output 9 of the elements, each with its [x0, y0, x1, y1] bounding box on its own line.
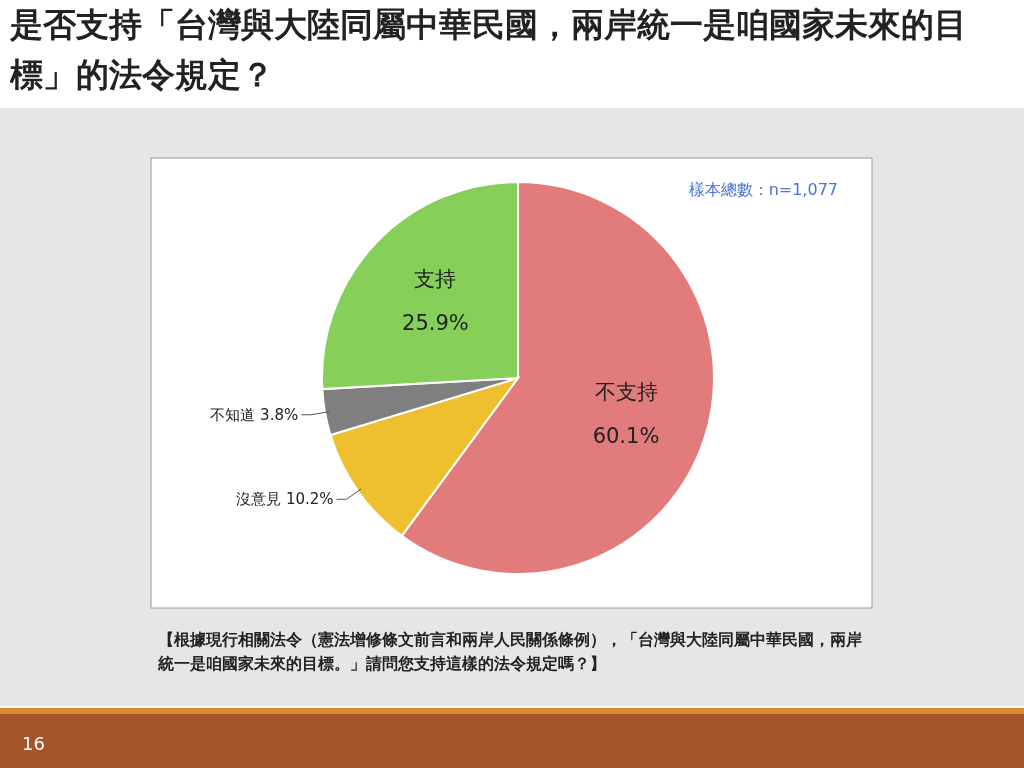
text: 【根據現行相關法令（憲法增修條文前言和兩岸人民關係條例），「台灣與大陸同屬中華民國，兩岸統一是咱國家未來的目標。」請問您支持這樣的法令規定嗎？】 — [158, 629, 863, 675]
slice-label: 不知道 3.8% — [210, 405, 299, 424]
slice-label: 支持 — [414, 266, 457, 291]
text: 樣本總數：n=1,077 — [688, 180, 838, 199]
data-label: 25.9% — [402, 310, 469, 335]
slice-label: 沒意見 10.2% — [236, 490, 334, 509]
data-label: 60.1% — [592, 424, 660, 449]
slice-label: 不支持 — [594, 380, 658, 405]
text: 16 — [22, 733, 45, 754]
